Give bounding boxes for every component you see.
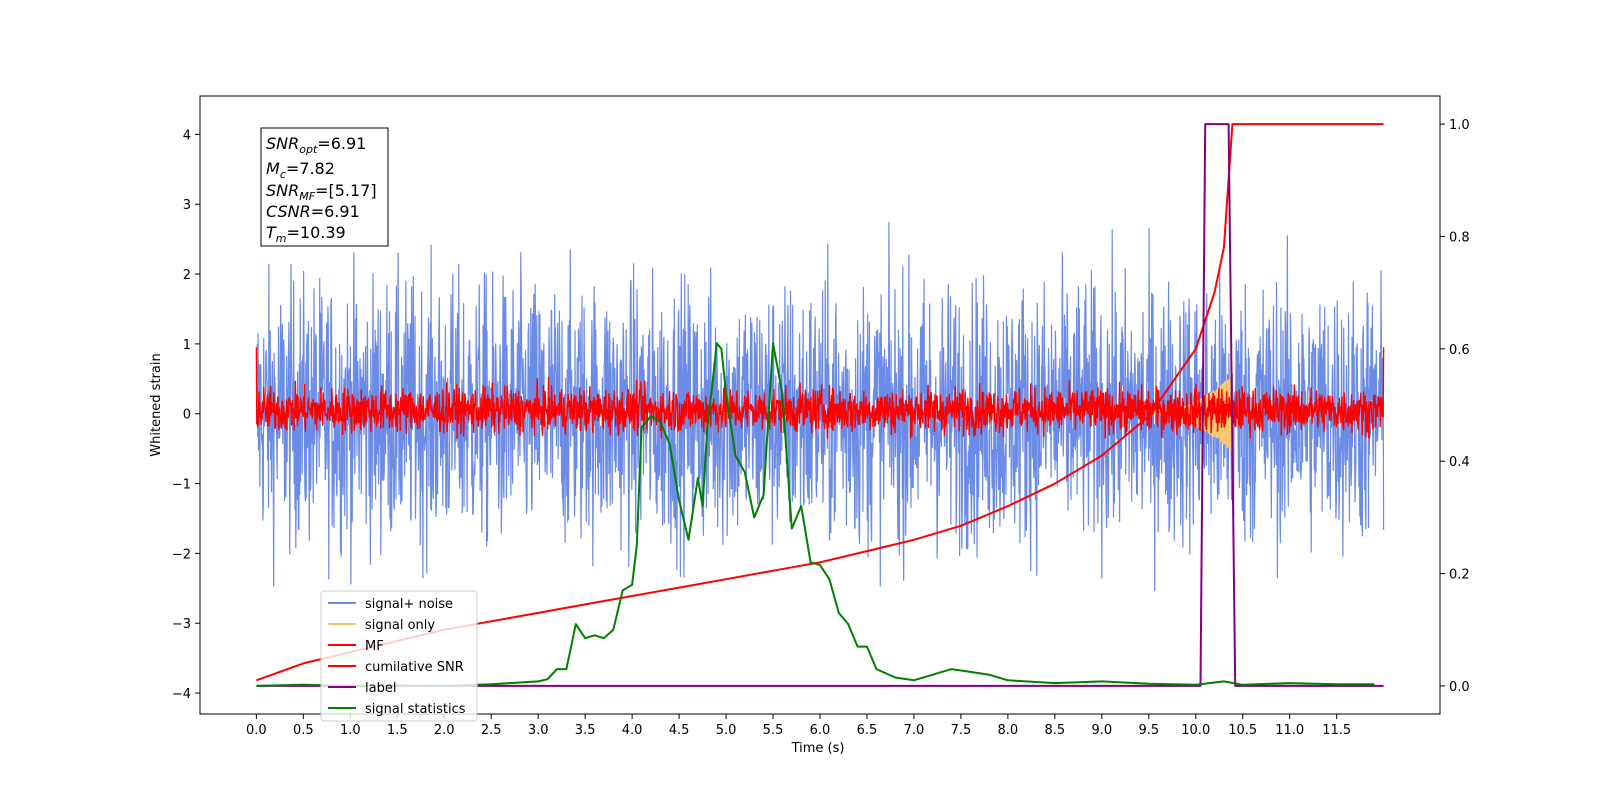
x-tick-label: 6.0: [810, 723, 831, 738]
x-tick-label: 4.0: [622, 723, 643, 738]
x-tick-label: 6.5: [857, 723, 878, 738]
x-tick-label: 1.5: [387, 723, 408, 738]
y-tick-label: 2: [183, 268, 191, 283]
x-tick-label: 10.0: [1181, 723, 1210, 738]
x-tick-label: 0.5: [293, 723, 314, 738]
y-tick-label: −1: [172, 478, 191, 493]
x-tick-label: 5.0: [716, 723, 737, 738]
legend-label-signal-statistics: signal statistics: [365, 702, 466, 717]
y-tick-label: −3: [172, 617, 191, 632]
y-tick-label: −2: [172, 547, 191, 562]
x-tick-label: 5.5: [763, 723, 784, 738]
legend: signal+ noise signal only MF cumilative …: [320, 590, 478, 722]
annotation-snr-mf: SNRMF=[5.17]: [266, 181, 377, 203]
x-tick-label: 7.0: [904, 723, 925, 738]
x-tick-label: 11.5: [1322, 723, 1351, 738]
y-tick-label: 0: [183, 408, 191, 423]
y-axis-label: Whitened strain: [149, 353, 164, 456]
y2-tick-label: 1.0: [1449, 118, 1470, 133]
annotation-snr-opt: SNRopt=6.91: [266, 134, 366, 156]
x-tick-label: 7.5: [951, 723, 972, 738]
x-tick-label: 3.5: [575, 723, 596, 738]
annotation-mc: Mc=7.82: [266, 159, 335, 181]
x-tick-label: 1.0: [340, 723, 361, 738]
y2-tick-label: 0.0: [1449, 680, 1470, 695]
x-tick-label: 11.0: [1275, 723, 1304, 738]
x-tick-label: 8.0: [998, 723, 1019, 738]
x-tick-label: 10.5: [1228, 723, 1257, 738]
y2-tick-label: 0.8: [1449, 230, 1470, 245]
x-tick-label: 3.0: [528, 723, 549, 738]
annotation-tm: Tm=10.39: [266, 223, 346, 245]
y-tick-label: 3: [183, 198, 191, 213]
legend-label-signal-only: signal only: [365, 618, 435, 633]
y2-tick-label: 0.6: [1449, 343, 1470, 358]
x-tick-label: 4.5: [669, 723, 690, 738]
y2-tick-label: 0.4: [1449, 455, 1470, 470]
axes-layer: 0.0 0.5 1.0 1.5 2.0 2.5 3.0 3.5 4.0 4.5 5.0 5.5 6.0 6…: [172, 118, 1470, 738]
y2-tick-label: 0.2: [1449, 568, 1470, 583]
series-mf: [255, 347, 1385, 439]
series-label: [256, 123, 1384, 687]
annotation-box: SNRopt=6.91 Mc=7.82 SNRMF=[5.17] CSNR=6.…: [260, 127, 389, 247]
legend-label-cumulative-snr: cumilative SNR: [365, 660, 464, 675]
x-axis-label: Time (s): [791, 741, 845, 756]
x-tick-label: 9.5: [1138, 723, 1159, 738]
x-tick-label: 2.5: [481, 723, 502, 738]
y-tick-label: −4: [172, 687, 191, 702]
legend-label-signal-noise: signal+ noise: [365, 597, 453, 612]
y-tick-label: 4: [183, 128, 191, 143]
x-tick-label: 9.0: [1091, 723, 1112, 738]
x-tick-label: 2.0: [434, 723, 455, 738]
legend-frame: [320, 590, 478, 722]
x-tick-label: 8.5: [1045, 723, 1066, 738]
series-signal-statistics: [256, 342, 1375, 687]
y-tick-label: 1: [183, 338, 191, 353]
annotation-csnr: CSNR=6.91: [266, 202, 360, 221]
legend-label-mf: MF: [365, 639, 384, 654]
x-tick-label: 0.0: [246, 723, 267, 738]
series-signal-noise: [255, 222, 1385, 592]
legend-label-label: label: [365, 681, 396, 696]
